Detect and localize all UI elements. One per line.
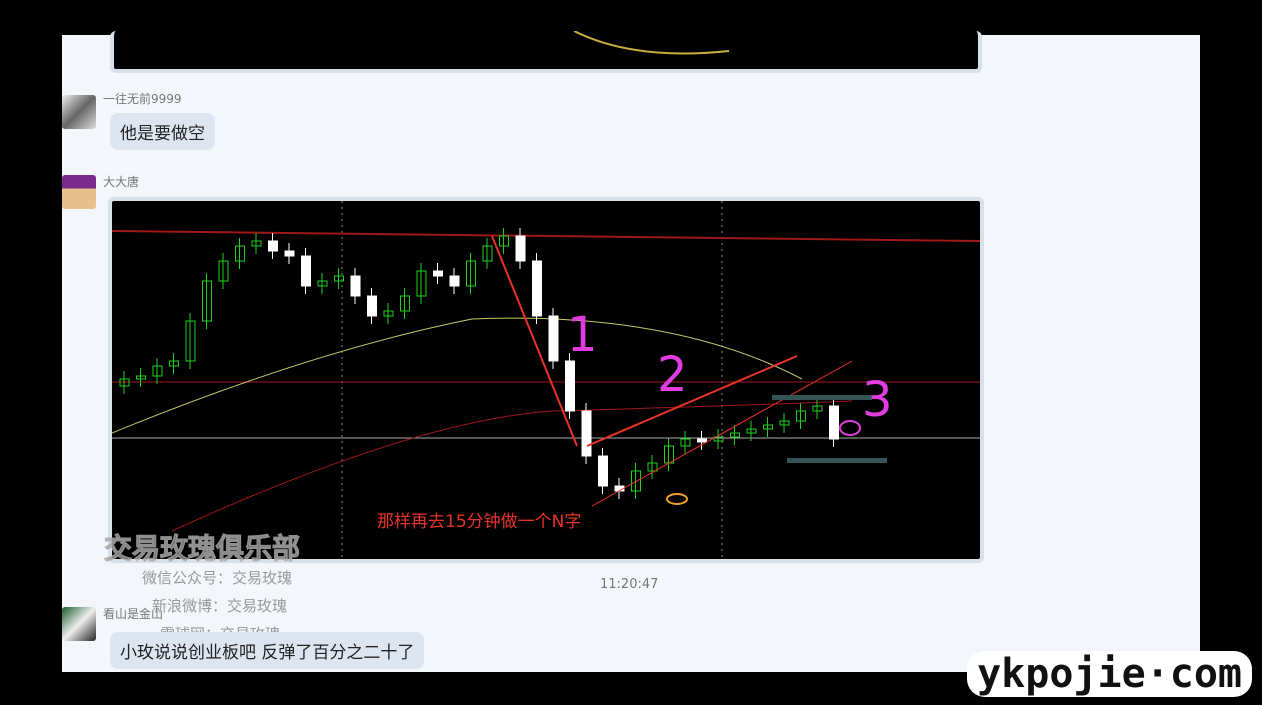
candle-body bbox=[482, 245, 493, 262]
candle-body bbox=[697, 438, 707, 443]
candle-body bbox=[185, 320, 196, 362]
chat-window: 一往无前9999 他是要做空 大大唐 1 2 3 那样再去15分钟做一个N字 交易玫… bbox=[62, 30, 1200, 672]
handwritten-mark: 1 bbox=[567, 307, 598, 363]
candle-body bbox=[202, 280, 212, 322]
candle-body bbox=[317, 280, 328, 287]
candle-body bbox=[251, 240, 262, 247]
handwritten-mark: 2 bbox=[657, 347, 688, 403]
candle-body bbox=[218, 260, 229, 282]
candle-body bbox=[499, 235, 509, 247]
candle-body bbox=[119, 378, 130, 387]
avatar[interactable] bbox=[62, 95, 96, 129]
candle-body bbox=[449, 275, 460, 287]
candle-body bbox=[647, 462, 658, 472]
candle-body bbox=[235, 245, 245, 262]
annotation-arrow bbox=[586, 355, 798, 447]
candle-body bbox=[515, 235, 526, 262]
candle-body bbox=[169, 360, 179, 367]
candle-body bbox=[466, 260, 476, 287]
annotation-circle bbox=[839, 420, 861, 436]
sender-name: 看山是金山 bbox=[103, 607, 164, 621]
candle-body bbox=[334, 275, 344, 282]
channel-line bbox=[591, 360, 853, 507]
ma-line bbox=[111, 230, 981, 242]
candle-body bbox=[152, 365, 163, 377]
candle-body bbox=[812, 405, 823, 412]
ma-line bbox=[111, 317, 803, 434]
avatar[interactable] bbox=[62, 607, 96, 641]
candle-body bbox=[713, 436, 724, 442]
level-box bbox=[772, 395, 872, 400]
candle-body bbox=[680, 438, 691, 447]
timestamp: 11:20:47 bbox=[600, 577, 659, 592]
candle-body bbox=[548, 315, 559, 362]
candle-body bbox=[598, 455, 608, 487]
candle-body bbox=[796, 410, 806, 422]
candle-body bbox=[730, 432, 740, 438]
candle-body bbox=[433, 270, 443, 277]
watermark-line: 微信公众号：交易玫瑰 bbox=[142, 569, 293, 587]
candle-body bbox=[367, 295, 377, 317]
level-box bbox=[787, 458, 887, 463]
previous-chart-image[interactable] bbox=[110, 30, 982, 73]
candle-body bbox=[284, 250, 295, 257]
candle-body bbox=[763, 424, 773, 430]
candle-body bbox=[350, 275, 361, 297]
candle-body bbox=[268, 240, 278, 252]
annotation-circle bbox=[666, 493, 688, 505]
candle-body bbox=[829, 405, 839, 440]
candle-body bbox=[136, 375, 146, 380]
candle-body bbox=[301, 255, 311, 287]
site-logo: ykpojie·com bbox=[967, 651, 1252, 697]
candle-body bbox=[400, 295, 410, 312]
message-bubble: 他是要做空 bbox=[110, 113, 215, 150]
sender-name: 一往无前9999 bbox=[103, 92, 182, 106]
chart-image-message[interactable]: 1 2 3 那样再去15分钟做一个N字 bbox=[108, 197, 984, 563]
avatar[interactable] bbox=[62, 175, 96, 209]
sender-name: 大大唐 bbox=[103, 175, 140, 189]
candle-body bbox=[565, 360, 575, 412]
candle-body bbox=[746, 428, 757, 434]
ma-line bbox=[171, 400, 853, 532]
candle-body bbox=[581, 410, 592, 457]
candle-body bbox=[779, 420, 790, 426]
handwritten-mark: 3 bbox=[862, 372, 893, 428]
candle-body bbox=[383, 310, 394, 317]
chart-annotation: 那样再去15分钟做一个N字 bbox=[377, 512, 582, 532]
message-bubble: 小玫说说创业板吧 反弹了百分之二十了 bbox=[110, 632, 425, 669]
watermark-line: 新浪微博：交易玫瑰 bbox=[152, 597, 288, 615]
candle-body bbox=[631, 470, 641, 492]
candlestick-chart: 1 2 3 bbox=[111, 201, 981, 559]
watermark-title: 交易玫瑰俱乐部 bbox=[103, 532, 301, 566]
candle-body bbox=[416, 270, 427, 297]
candle-body bbox=[532, 260, 542, 317]
annotation-arrow bbox=[491, 235, 578, 447]
